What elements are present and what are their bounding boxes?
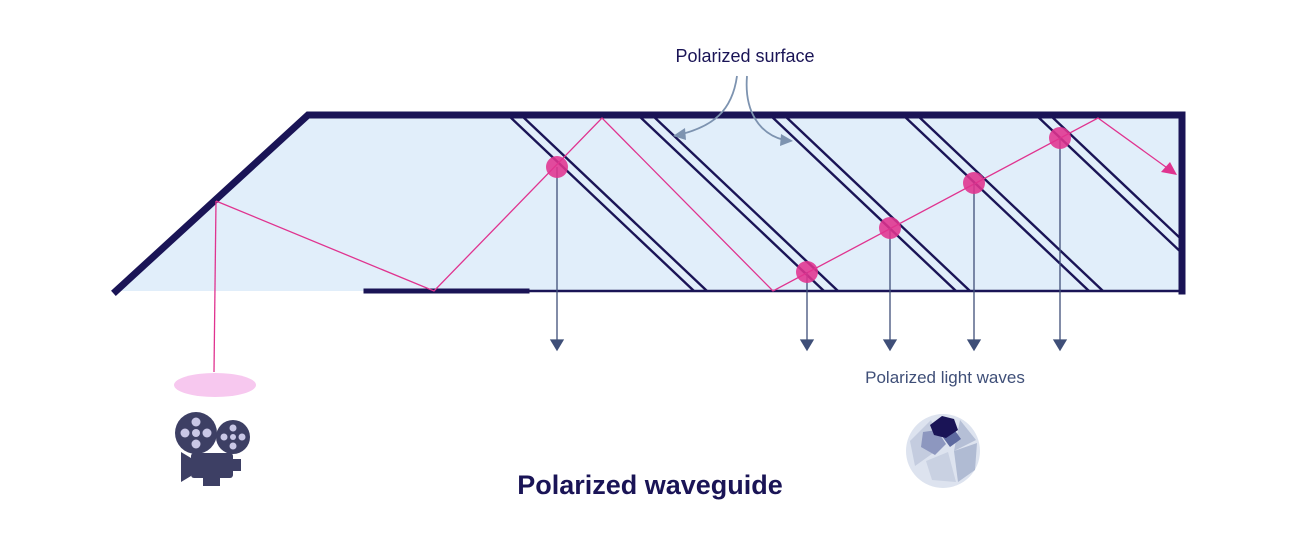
node-4 [963, 172, 985, 194]
beam-exit-arrowhead [1161, 162, 1177, 175]
node-3 [879, 217, 901, 239]
node-1 [546, 156, 568, 178]
label-pointers [681, 75, 785, 141]
lens-spot [174, 373, 256, 397]
pointer-arrowhead-right [780, 134, 793, 146]
pointer-arrowhead-left [673, 128, 686, 140]
node-2 [796, 261, 818, 283]
waveguide-body [116, 115, 1182, 291]
polarized-surface-1 [507, 115, 708, 291]
polarized-surface-4 [902, 115, 1104, 291]
polarized-light-waves-label: Polarized light waves [865, 368, 1025, 387]
light-beam [213, 117, 1171, 373]
node-5 [1049, 127, 1071, 149]
diagram-title: Polarized waveguide [517, 470, 783, 500]
output-arrows [549, 138, 1068, 352]
projector-icon [175, 412, 250, 486]
eye-icon [906, 414, 980, 488]
waveguide-frame [111, 111, 1186, 296]
polarization-nodes [546, 127, 1071, 283]
polarized-surface-3 [769, 115, 971, 291]
polarized-surface-label: Polarized surface [675, 46, 815, 66]
